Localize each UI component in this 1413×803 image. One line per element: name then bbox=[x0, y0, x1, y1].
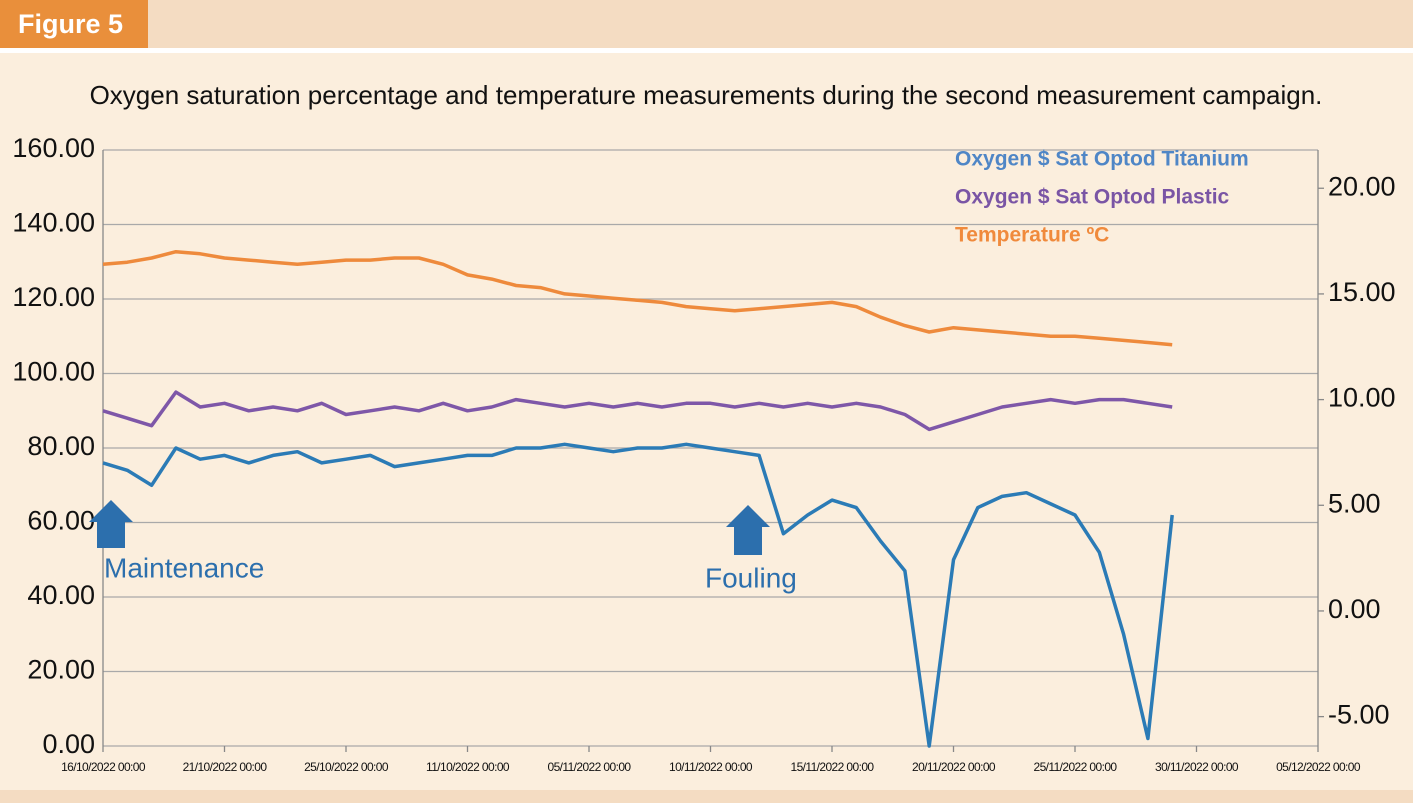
x-tick-label: 21/10/2022 00:00 bbox=[183, 760, 268, 774]
y-tick-label: 140.00 bbox=[12, 208, 95, 238]
y-tick-label: 20.00 bbox=[27, 655, 95, 685]
y2-tick-label: 20.00 bbox=[1328, 171, 1396, 201]
series-line bbox=[102, 249, 1173, 347]
footer-band bbox=[0, 790, 1413, 803]
figure-label: Figure 5 bbox=[18, 9, 123, 39]
x-tick-label: 05/11/2022 00:00 bbox=[548, 760, 632, 774]
y2-tick-label: 15.00 bbox=[1328, 277, 1396, 307]
chart-title: Oxygen saturation percentage and tempera… bbox=[90, 80, 1323, 110]
legend-entry: Oxygen $ Sat Optod Plastic bbox=[955, 186, 1230, 209]
x-tick-label: 11/10/2022 00:00 bbox=[426, 760, 510, 774]
legend-entry: Oxygen $ Sat Optod Titanium bbox=[955, 148, 1249, 171]
x-tick-label: 25/10/2022 00:00 bbox=[304, 760, 389, 774]
plot-area: 0.00 20.00 40.00 60.00 80.00 100.00 120.00 140.… bbox=[12, 133, 1395, 774]
x-tick-label: 25/11/2022 00:00 bbox=[1034, 760, 1118, 774]
fouling-arrow bbox=[726, 505, 770, 555]
series-line bbox=[102, 442, 1174, 748]
x-tick-label: 05/12/2022 00:00 bbox=[1276, 760, 1361, 774]
x-tick-label: 30/11/2022 00:00 bbox=[1155, 760, 1239, 774]
y2-tick-label: 10.00 bbox=[1328, 383, 1396, 413]
header-band bbox=[0, 0, 1413, 48]
series-line bbox=[102, 390, 1173, 432]
y-tick-label: 40.00 bbox=[27, 580, 95, 610]
y-tick-label: 0.00 bbox=[42, 729, 95, 759]
y-tick-label: 80.00 bbox=[27, 431, 95, 461]
y-tick-label: 160.00 bbox=[12, 133, 95, 163]
x-tick-label: 10/11/2022 00:00 bbox=[669, 760, 753, 774]
y2-tick-label: 0.00 bbox=[1328, 594, 1381, 624]
header-rule bbox=[0, 48, 1413, 53]
annotation: Maintenance bbox=[104, 552, 264, 583]
x-tick-label: 15/11/2022 00:00 bbox=[791, 760, 875, 774]
figure-label-box bbox=[0, 0, 148, 48]
y2-tick-label: 5.00 bbox=[1328, 488, 1381, 518]
legend-entry: Temperature ºC bbox=[955, 224, 1109, 247]
x-tick-label: 16/10/2022 00:00 bbox=[61, 760, 146, 774]
y-tick-label: 60.00 bbox=[27, 506, 95, 536]
y-tick-label: 100.00 bbox=[12, 357, 95, 387]
y-tick-label: 120.00 bbox=[12, 282, 95, 312]
annotation: Fouling bbox=[705, 562, 797, 593]
y2-tick-label: -5.00 bbox=[1328, 700, 1390, 730]
maintenance-arrow bbox=[89, 500, 133, 548]
x-tick-label: 20/11/2022 00:00 bbox=[912, 760, 996, 774]
